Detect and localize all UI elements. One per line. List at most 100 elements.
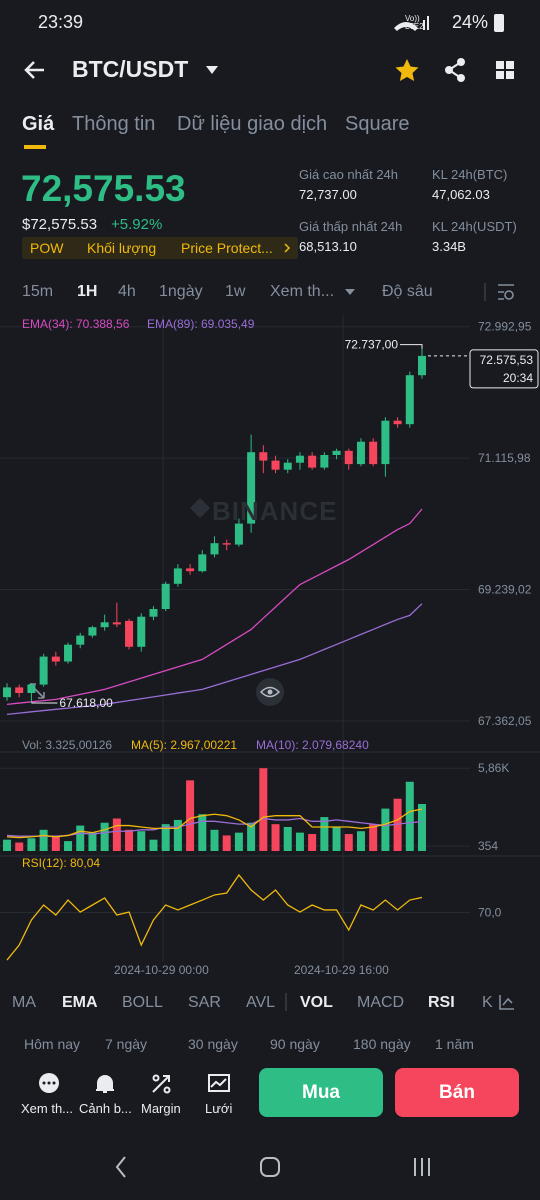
action-label[interactable]: Cảnh b... — [79, 1101, 132, 1116]
tab[interactable]: Giá — [22, 113, 55, 135]
volume-bar — [332, 826, 341, 851]
low-label: 67.618,00 — [59, 696, 113, 710]
tab[interactable]: Square — [345, 113, 410, 135]
y-tick-label: 67.362,05 — [478, 714, 532, 728]
indicator-tab[interactable]: SAR — [188, 994, 221, 1011]
last-price-label: 72.575,53 — [480, 353, 534, 367]
price-change: +5.92% — [111, 216, 163, 233]
depth-tab[interactable]: Độ sâu — [382, 283, 433, 300]
indicator-tab[interactable]: K — [482, 994, 493, 1011]
candle-body — [405, 375, 414, 425]
candle-body — [137, 616, 146, 647]
more-icon[interactable] — [39, 1073, 59, 1093]
nav-back[interactable] — [115, 1156, 126, 1178]
y-tick-label: 70,0 — [478, 906, 502, 920]
interval[interactable]: 1ngày — [159, 283, 203, 300]
sell-button[interactable]: Bán — [395, 1068, 519, 1117]
stat-value: 47,062.03 — [432, 187, 490, 202]
margin-icon[interactable] — [152, 1074, 171, 1094]
status-network: Vo)) LTE2 — [405, 14, 424, 31]
volume-bar — [173, 819, 182, 851]
tab[interactable]: Thông tin — [72, 113, 156, 135]
share-icon[interactable] — [445, 58, 465, 82]
pair-caret[interactable] — [206, 66, 218, 74]
tag[interactable]: POW — [30, 240, 64, 256]
action-label[interactable]: Margin — [141, 1101, 181, 1116]
candle-body — [332, 450, 341, 455]
tag[interactable]: Price Protect... — [181, 240, 273, 256]
favorite-icon[interactable] — [395, 59, 419, 81]
indicator-settings-icon[interactable] — [499, 995, 514, 1010]
candle-body — [295, 455, 304, 463]
period[interactable]: Hôm nay — [24, 1036, 81, 1052]
alert-icon[interactable] — [96, 1075, 114, 1093]
y-tick-label: 69.239,02 — [478, 582, 532, 596]
indicator-tab[interactable]: RSI — [428, 994, 455, 1011]
interval[interactable]: 15m — [22, 283, 54, 300]
volume-bar — [15, 842, 24, 851]
volume-bar — [149, 839, 158, 851]
volume-bar — [100, 822, 109, 851]
ma-line — [6, 817, 423, 837]
chart-settings-icon[interactable] — [498, 284, 514, 300]
volume-legend: MA(5): 2.967,00221 — [131, 738, 238, 752]
indicator-tab[interactable]: EMA — [62, 994, 98, 1011]
interval[interactable]: 1H — [77, 283, 98, 300]
candle-body — [15, 687, 24, 693]
y-tick-label: 72.992,95 — [478, 320, 532, 334]
last-price-box — [469, 349, 539, 389]
stat-label: Giá cao nhất 24h — [299, 167, 399, 182]
tab[interactable]: Dữ liệu giao dịch — [177, 113, 328, 135]
volume-bar — [198, 814, 207, 851]
action-label[interactable]: Lưới — [205, 1101, 233, 1116]
eye-icon[interactable] — [256, 678, 284, 706]
period[interactable]: 7 ngày — [105, 1036, 148, 1052]
candle-body — [259, 452, 268, 461]
buy-button[interactable]: Mua — [259, 1068, 383, 1117]
y-tick-label: 71.115,98 — [478, 451, 531, 465]
back-icon[interactable] — [24, 61, 44, 79]
stat-label: KL 24h(USDT) — [432, 219, 517, 234]
indicator-tab[interactable]: AVL — [246, 994, 276, 1011]
candle-body — [234, 523, 243, 545]
candle-body — [369, 441, 378, 465]
nav-home[interactable] — [260, 1157, 280, 1177]
volume-bar — [283, 826, 292, 851]
volume-bar — [76, 825, 85, 851]
action-label[interactable]: Xem th... — [21, 1101, 74, 1116]
tag-chevron[interactable] — [284, 243, 291, 253]
indicator-tab[interactable]: MA — [12, 994, 36, 1011]
stat-value: 68,513.10 — [299, 239, 357, 254]
stat-value: 72,737.00 — [299, 187, 357, 202]
pair-title[interactable]: BTC/USDT — [72, 56, 189, 82]
interval[interactable]: Xem th... — [270, 283, 335, 300]
ema-legend: EMA(89): 69.035,49 — [147, 317, 255, 331]
volume-bar — [369, 824, 378, 851]
volume-bar — [222, 835, 231, 851]
candle-body — [186, 568, 195, 572]
stat-label: KL 24h(BTC) — [432, 167, 508, 182]
indicator-tab[interactable]: BOLL — [122, 994, 163, 1011]
indicator-tab[interactable]: MACD — [357, 994, 405, 1011]
indicator-tab[interactable]: VOL — [300, 994, 333, 1011]
period[interactable]: 90 ngày — [270, 1036, 320, 1052]
interval[interactable]: 4h — [118, 283, 136, 300]
time-label: 2024-10-29 16:00 — [294, 963, 389, 977]
grid-icon[interactable] — [208, 1074, 230, 1092]
period[interactable]: 1 năm — [435, 1036, 474, 1052]
volume-bar — [210, 829, 219, 851]
tag[interactable]: Khối lượng — [87, 240, 157, 256]
candle-body — [76, 635, 85, 645]
candle-body — [173, 568, 182, 584]
volume-bar — [356, 831, 365, 851]
volume-bar — [271, 824, 280, 851]
nav-recent[interactable] — [414, 1158, 430, 1176]
interval[interactable]: 1w — [225, 283, 246, 300]
tag-bar[interactable] — [22, 237, 298, 259]
layout-icon[interactable] — [496, 61, 514, 79]
period[interactable]: 180 ngày — [353, 1036, 411, 1052]
ema-line — [6, 508, 423, 705]
more-caret[interactable] — [345, 289, 355, 295]
period[interactable]: 30 ngày — [188, 1036, 238, 1052]
